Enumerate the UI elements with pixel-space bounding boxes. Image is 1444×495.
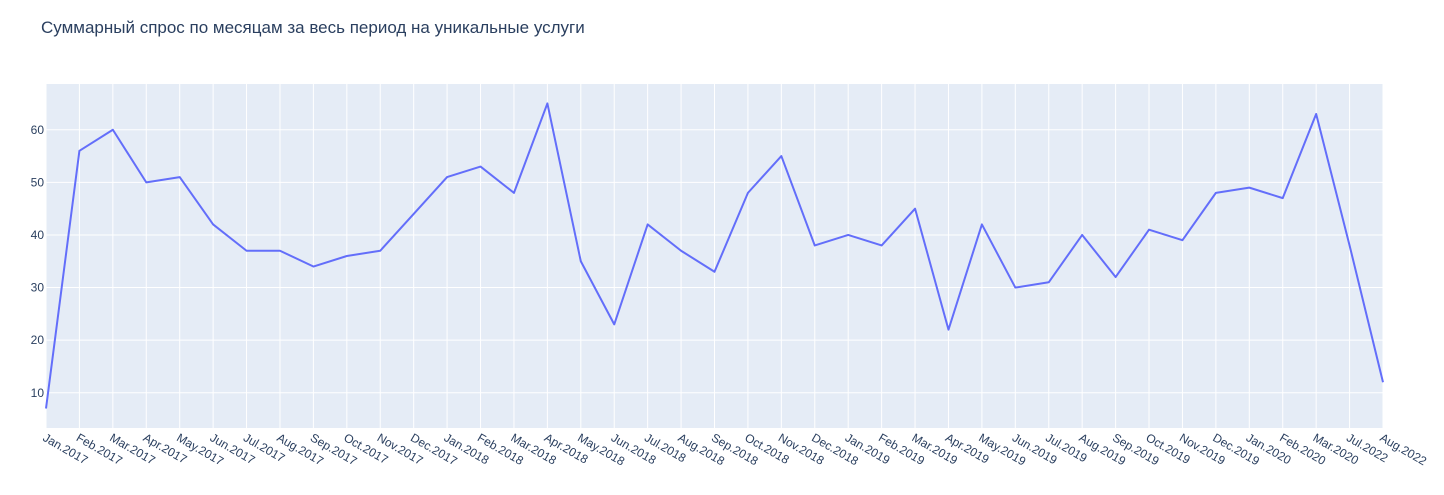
y-tick-label: 10 xyxy=(31,386,45,400)
series-layer xyxy=(45,102,1384,409)
series-line xyxy=(45,102,1384,409)
y-tick-label: 60 xyxy=(31,123,45,137)
y-tick-label: 40 xyxy=(31,228,45,242)
grid-lines xyxy=(45,84,1384,428)
x-axis-ticks: Jan.2017Feb.2017Mar.2017Apr.2017May.2017… xyxy=(41,430,1430,468)
y-tick-label: 30 xyxy=(31,281,45,295)
chart-title: Суммарный спрос по месяцам за весь перио… xyxy=(41,18,585,37)
y-tick-label: 50 xyxy=(31,175,45,189)
y-tick-label: 20 xyxy=(31,333,45,347)
y-axis-ticks: 10 20 30 40 50 60 xyxy=(31,123,45,400)
